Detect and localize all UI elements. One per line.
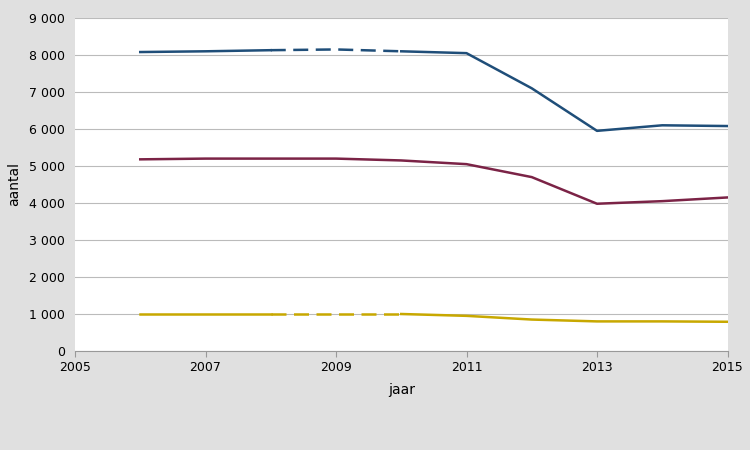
- X-axis label: jaar: jaar: [388, 383, 415, 397]
- Y-axis label: aantal: aantal: [7, 162, 21, 207]
- Legend: voltijders, deeltijders, totaal arbeidsjaren (fte's): voltijders, deeltijders, totaal arbeidsj…: [168, 448, 634, 450]
